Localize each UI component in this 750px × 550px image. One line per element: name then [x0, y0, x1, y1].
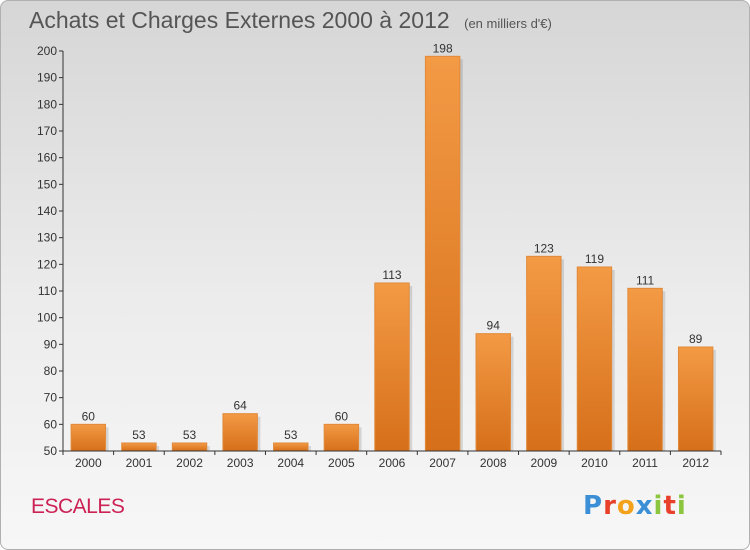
value-label-2000: 60 — [82, 409, 96, 423]
y-tick-label: 80 — [44, 364, 58, 378]
chart-title: Achats et Charges Externes 2000 à 2012 — [29, 7, 450, 33]
value-label-2005: 60 — [335, 409, 349, 423]
x-tick-label-2010: 2010 — [581, 456, 608, 470]
logo-letter: i — [676, 491, 687, 521]
bar-2007 — [424, 55, 461, 452]
bar-2011 — [627, 287, 663, 452]
y-axis: 50 60 70 80 90 100 110 120 130 140 150 160 170 180 190… — [37, 44, 64, 458]
value-label-2001: 53 — [132, 428, 146, 442]
logo-letter: x — [635, 491, 654, 521]
x-tick-label-2008: 2008 — [480, 456, 507, 470]
value-label-2012: 89 — [689, 332, 703, 346]
value-label-2008: 94 — [487, 319, 501, 333]
logo-letter: r — [603, 491, 617, 521]
x-tick-label-2011: 2011 — [632, 456, 658, 470]
bar-2003 — [222, 413, 258, 452]
bar-2005 — [323, 423, 360, 452]
y-tick-label: 200 — [37, 44, 57, 58]
y-tick-label: 140 — [37, 204, 57, 218]
y-tick-label: 60 — [44, 417, 58, 431]
x-tick-label-2005: 2005 — [328, 456, 355, 470]
bar-2006 — [374, 282, 410, 452]
bar-2009 — [526, 255, 562, 452]
x-tick-label-2002: 2002 — [176, 456, 203, 470]
value-label-2002: 53 — [183, 428, 197, 442]
y-tick-label: 130 — [37, 231, 57, 245]
logo-letter: t — [663, 491, 677, 521]
bar-2008 — [475, 333, 511, 452]
y-tick-label: 150 — [37, 177, 57, 191]
y-tick-label: 170 — [37, 124, 57, 138]
value-label-2010: 119 — [585, 252, 604, 266]
x-tick-label-2012: 2012 — [682, 456, 709, 470]
value-label-2009: 123 — [534, 241, 554, 255]
value-label-2003: 64 — [233, 399, 247, 413]
y-tick-label: 190 — [37, 71, 57, 85]
value-label-2007: 198 — [433, 41, 453, 55]
x-tick-label-2006: 2006 — [379, 456, 406, 470]
y-tick-label: 90 — [44, 337, 58, 351]
chart-subtitle: (en milliers d'€) — [464, 16, 552, 31]
logo-letter: i — [653, 491, 664, 521]
y-tick-label: 160 — [37, 151, 57, 165]
y-tick-label: 120 — [37, 257, 57, 271]
title-row: Achats et Charges Externes 2000 à 2012 (… — [29, 7, 552, 34]
value-label-2004: 53 — [284, 428, 298, 442]
bar-2002 — [171, 442, 208, 452]
value-label-2006: 113 — [382, 268, 401, 282]
logo-letter: o — [616, 491, 636, 521]
y-tick-label: 110 — [38, 284, 57, 298]
bar-2010 — [576, 266, 613, 452]
commune-name: ESCALES — [31, 495, 125, 518]
y-tick-label: 70 — [44, 391, 58, 405]
proxiti-logo: Proxiti — [583, 491, 687, 521]
y-tick-label: 180 — [37, 97, 57, 111]
bar-2004 — [273, 442, 309, 452]
bar-2001 — [121, 442, 157, 452]
bars: 60 53 53 64 53 60 113 198 94 123 119 111 89 — [70, 41, 716, 452]
x-axis: 2000 2001 2002 2003 2004 2005 2006 2007 2008 2009… — [62, 450, 722, 470]
x-tick-label-2009: 2009 — [530, 456, 557, 470]
x-tick-label-2007: 2007 — [429, 456, 456, 470]
value-label-2011: 111 — [636, 273, 655, 287]
x-tick-label-2001: 2001 — [126, 456, 153, 470]
y-tick-label: 50 — [44, 444, 58, 458]
x-tick-label-2000: 2000 — [75, 456, 102, 470]
y-tick-label: 100 — [37, 311, 57, 325]
bar-2000 — [70, 423, 107, 452]
x-tick-label-2003: 2003 — [227, 456, 254, 470]
bar-2012 — [677, 346, 714, 452]
logo-letter: P — [583, 491, 604, 521]
x-tick-label-2004: 2004 — [277, 456, 304, 470]
